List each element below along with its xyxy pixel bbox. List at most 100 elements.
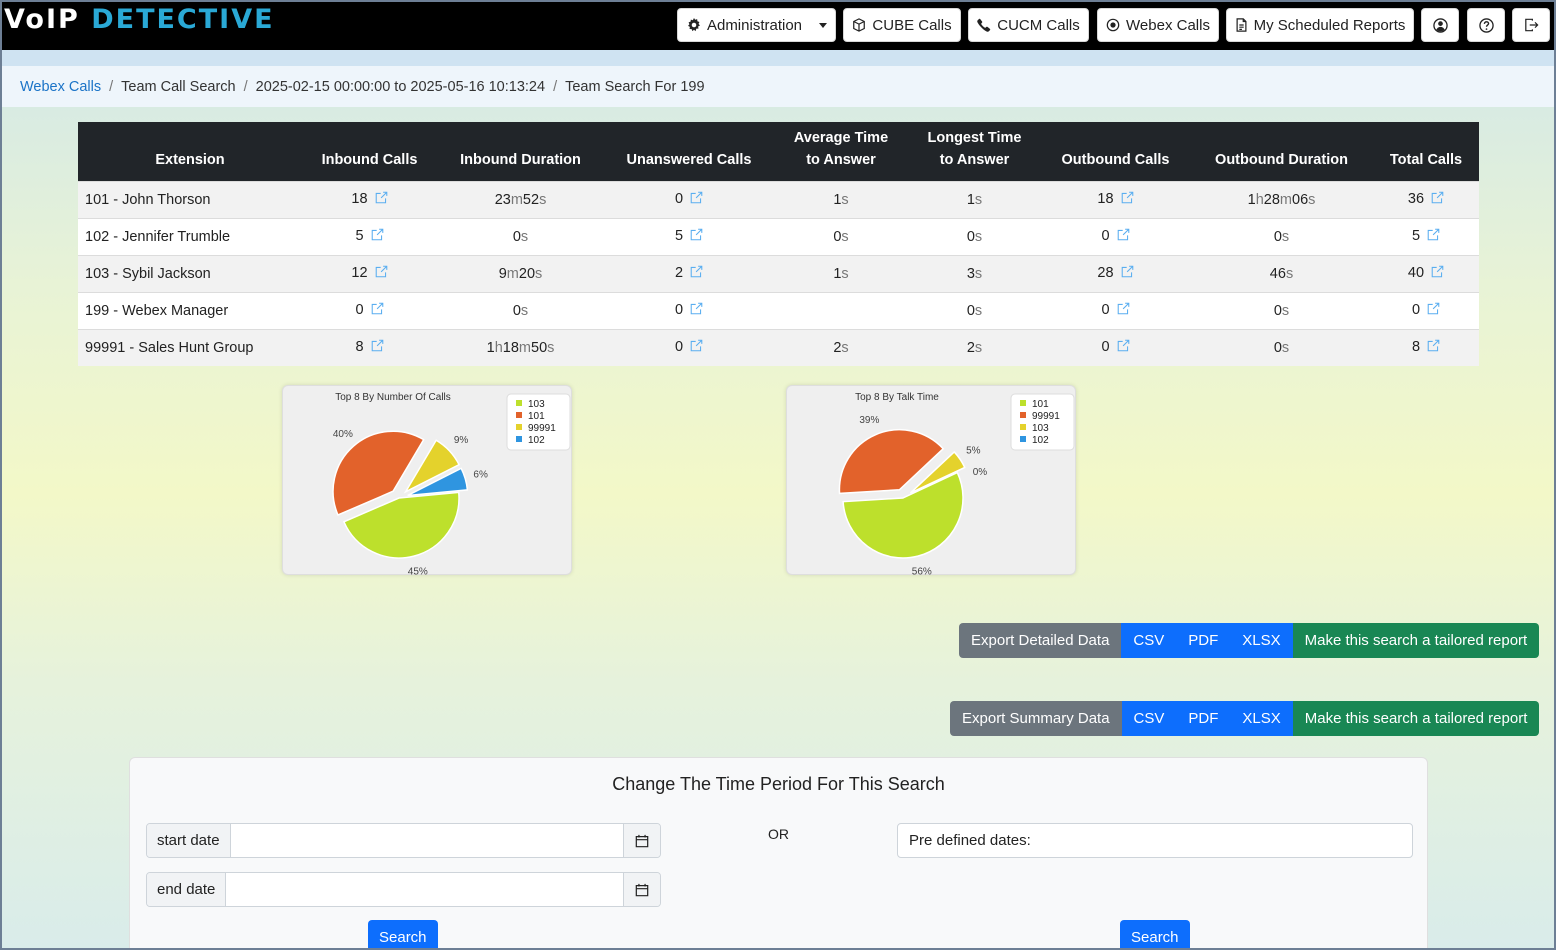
cell-total: 0	[1373, 291, 1479, 329]
export-summary-pdf-button[interactable]: PDF	[1176, 701, 1231, 736]
cell-avg: 0s	[774, 217, 908, 255]
external-link-icon[interactable]	[375, 191, 388, 208]
external-link-icon[interactable]	[1427, 228, 1440, 245]
external-link-icon[interactable]	[375, 265, 388, 282]
cell-unanswered: 0	[604, 328, 774, 366]
pie-slice-101[interactable]	[842, 471, 964, 559]
external-link-icon[interactable]	[1121, 191, 1134, 208]
export-detailed-pdf-button[interactable]: PDF	[1176, 623, 1231, 658]
nav-cucm-calls[interactable]: CUCM Calls	[968, 8, 1089, 42]
external-link-icon[interactable]	[1117, 302, 1130, 319]
legend-label: 103	[528, 399, 545, 410]
pie-chart-svg: Top 8 By Number Of Calls 45% 40% 9% 6% 103101…	[332, 392, 571, 576]
cell-outbound-dur: 0s	[1190, 328, 1373, 366]
search-button-custom-dates[interactable]: Search	[368, 920, 438, 950]
external-link-icon[interactable]	[1121, 265, 1134, 282]
export-summary-csv-button[interactable]: CSV	[1121, 701, 1177, 736]
user-circle-icon	[1432, 17, 1448, 33]
cell-inbound: 12	[302, 254, 437, 292]
pie-slice-99991[interactable]	[838, 429, 945, 495]
pie-chart-number-of-calls: Top 8 By Number Of Calls 45% 40% 9% 6% 103 101…	[282, 385, 572, 576]
cell-ext: 101 - John Thorson	[78, 180, 302, 218]
table-header-row: Extension Inbound Calls Inbound Duration Un…	[78, 122, 1479, 181]
help-button[interactable]	[1467, 8, 1505, 42]
cell-outbound: 0	[1041, 217, 1190, 255]
end-date-input[interactable]	[226, 873, 623, 906]
external-link-icon[interactable]	[1431, 265, 1444, 282]
breadcrumb-webex-calls[interactable]: Webex Calls	[20, 78, 102, 95]
external-link-icon[interactable]	[371, 339, 384, 356]
legend-swatch	[1020, 436, 1026, 442]
logout-button[interactable]	[1512, 8, 1550, 42]
pie-slice-99991[interactable]	[403, 439, 461, 494]
legend-label: 102	[1032, 435, 1049, 446]
cell-inbound-dur: 23m52s	[437, 180, 604, 218]
external-link-icon[interactable]	[371, 302, 384, 319]
export-detailed-xlsx-button[interactable]: XLSX	[1230, 623, 1293, 658]
legend-label: 99991	[528, 423, 556, 434]
or-divider: OR	[768, 826, 789, 842]
external-link-icon[interactable]	[690, 265, 703, 282]
column-header: Inbound Calls	[302, 122, 437, 181]
breadcrumb-date-range: 2025-02-15 00:00:00 to 2025-05-16 10:13:…	[255, 78, 546, 95]
pie-data-label: 0%	[973, 467, 988, 478]
pie-title: Top 8 By Number Of Calls	[335, 392, 451, 403]
user-account-button[interactable]	[1421, 8, 1459, 42]
nav-cube-calls[interactable]: CUBE Calls	[843, 8, 961, 42]
pie-slice-102[interactable]	[407, 467, 469, 497]
cell-outbound: 0	[1041, 291, 1190, 329]
pie-slice-101[interactable]	[332, 430, 425, 516]
cell-inbound: 0	[302, 291, 437, 329]
brand-logo[interactable]: VoIP DETECTIVE	[4, 4, 275, 35]
external-link-icon[interactable]	[1431, 191, 1444, 208]
external-link-icon[interactable]	[690, 339, 703, 356]
external-link-icon[interactable]	[690, 191, 703, 208]
cell-avg: 1s	[774, 180, 908, 218]
cell-unanswered: 5	[604, 217, 774, 255]
pie-data-label: 39%	[859, 415, 879, 426]
nav-webex-calls[interactable]: Webex Calls	[1097, 8, 1219, 42]
export-summary-tailored-report-button[interactable]: Make this search a tailored report	[1292, 701, 1540, 736]
legend-label: 103	[1032, 423, 1049, 434]
chevron-down-icon[interactable]	[819, 23, 827, 28]
legend-label: 99991	[1032, 411, 1060, 422]
calendar-icon[interactable]	[623, 824, 660, 857]
column-header: Average Time to Answer	[774, 122, 908, 181]
export-detailed-csv-button[interactable]: CSV	[1121, 623, 1177, 658]
export-summary-xlsx-button[interactable]: XLSX	[1230, 701, 1293, 736]
legend-label: 101	[528, 411, 545, 422]
export-detailed-tailored-report-button[interactable]: Make this search a tailored report	[1292, 623, 1540, 658]
change-time-period-card: Change The Time Period For This Search s…	[129, 757, 1428, 950]
pie-title: Top 8 By Talk Time	[855, 392, 939, 403]
column-header: Total Calls	[1373, 122, 1479, 181]
legend-swatch	[516, 436, 522, 442]
external-link-icon[interactable]	[1117, 228, 1130, 245]
external-link-icon[interactable]	[1117, 339, 1130, 356]
cell-inbound-dur: 1h18m50s	[437, 328, 604, 366]
external-link-icon[interactable]	[690, 302, 703, 319]
external-link-icon[interactable]	[1427, 302, 1440, 319]
predefined-dates-select[interactable]: Pre defined dates:	[897, 823, 1413, 858]
pie-slice-103[interactable]	[342, 491, 460, 559]
table-body: 101 - John Thorson 18 23m52s 0 1s 1s 18 1h28m06…	[78, 180, 1479, 366]
pie-slice-103[interactable]	[909, 450, 966, 494]
external-link-icon[interactable]	[1427, 339, 1440, 356]
export-detailed-toolbar: Export Detailed Data CSV PDF XLSX Make t…	[959, 623, 1540, 658]
cell-unanswered: 2	[604, 254, 774, 292]
cell-outbound-dur: 0s	[1190, 217, 1373, 255]
nav-administration[interactable]: Administration	[677, 8, 836, 42]
cell-avg: 1s	[774, 254, 908, 292]
cell-ext: 99991 - Sales Hunt Group	[78, 328, 302, 366]
nav-my-scheduled-reports[interactable]: My Scheduled Reports	[1226, 8, 1414, 42]
cell-longest: 1s	[908, 180, 1041, 218]
phone-icon	[977, 18, 991, 32]
pie-legend	[1010, 393, 1075, 451]
external-link-icon[interactable]	[690, 228, 703, 245]
export-detailed-label: Export Detailed Data	[959, 623, 1122, 658]
cell-outbound: 28	[1041, 254, 1190, 292]
external-link-icon[interactable]	[371, 228, 384, 245]
start-date-input[interactable]	[230, 824, 623, 857]
column-header: Extension	[78, 122, 302, 181]
search-button-predefined-dates[interactable]: Search	[1120, 920, 1190, 950]
calendar-icon[interactable]	[623, 873, 660, 906]
